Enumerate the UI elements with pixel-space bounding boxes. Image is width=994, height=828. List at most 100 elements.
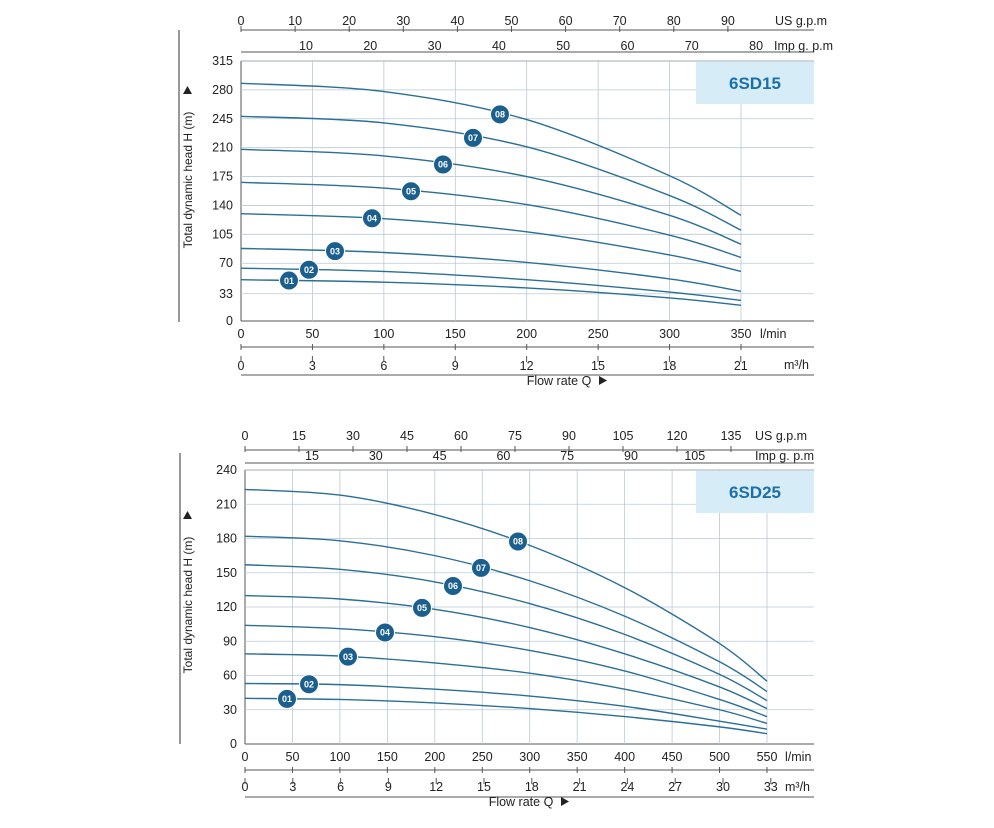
chart2-badge-label-01: 01 [282, 694, 292, 704]
chart2-lmin-tick-450: 450 [662, 750, 683, 764]
chart1-m3h-tick-9: 9 [452, 359, 459, 373]
chart1-y-tick-140: 140 [212, 198, 233, 212]
chart2-y-tick-150: 150 [216, 566, 237, 580]
chart2-y-tick-210: 210 [216, 497, 237, 511]
chart1-curve-08 [240, 82, 742, 216]
chart2-lmin-tick-350: 350 [567, 750, 588, 764]
chart2-curve-01 [244, 697, 768, 735]
chart2-badge-label-08: 08 [513, 537, 523, 547]
chart1-xlabel-arrow-icon [599, 376, 607, 385]
chart1-us-tick-80: 80 [667, 14, 681, 28]
chart2-imp-tick-30: 30 [369, 449, 383, 463]
chart2-badge-08 [508, 531, 528, 552]
chart2-badge-01 [277, 688, 297, 709]
chart2-imp-tick-15: 15 [305, 449, 319, 463]
chart1-badge-07 [463, 127, 483, 148]
chart2-y-tick-0: 0 [230, 737, 237, 751]
chart2-us-tick-15: 15 [292, 429, 306, 443]
chart2-badge-label-07: 07 [476, 563, 486, 573]
chart2-imp-tick-75: 75 [560, 449, 574, 463]
chart1-lmin-unit: l/min [760, 327, 786, 341]
chart2-lmin-tick-200: 200 [424, 750, 445, 764]
chart2-us-tick-30: 30 [346, 429, 360, 443]
chart1-imp-tick-80: 80 [749, 39, 763, 53]
chart1-m3h-tick-18: 18 [662, 359, 676, 373]
chart2-us-tick-135: 135 [721, 429, 742, 443]
chart1-badge-04 [362, 208, 382, 229]
chart1-us-tick-70: 70 [613, 14, 627, 28]
chart2-xlabel-arrow-icon [561, 797, 569, 806]
chart1-curve-06 [240, 148, 742, 245]
chart1-us-tick-30: 30 [396, 14, 410, 28]
chart2-badge-06 [443, 576, 463, 597]
chart2-us-tick-75: 75 [508, 429, 522, 443]
chart2-us-tick-120: 120 [667, 429, 688, 443]
chart1-badge-label-05: 05 [406, 186, 416, 196]
chart2-us-tick-60: 60 [454, 429, 468, 443]
chart1-us-tick-50: 50 [505, 14, 519, 28]
chart1-lmin-tick-150: 150 [445, 327, 466, 341]
chart2-curve-02 [244, 682, 768, 730]
chart2-lmin-tick-0: 0 [242, 750, 249, 764]
chart1-imp-tick-30: 30 [428, 39, 442, 53]
chart1-m3h-tick-15: 15 [591, 359, 605, 373]
chart2-badge-label-05: 05 [417, 603, 427, 613]
chart2-ylabel: Total dynamic head H (m) [181, 537, 195, 674]
chart2-model-box [696, 471, 814, 513]
chart2-curve-03 [244, 653, 768, 725]
chart1-y-tick-280: 280 [212, 83, 233, 97]
chart2-lmin-tick-50: 50 [286, 750, 300, 764]
chart1-us-unit: US g.p.m [775, 14, 827, 28]
chart2-m3h-tick-21: 21 [573, 780, 587, 794]
chart2-m3h-tick-33: 33 [764, 780, 778, 794]
chart2-ylabel-arrow-icon [183, 511, 192, 519]
chart2-lmin-tick-500: 500 [709, 750, 730, 764]
chart1-y-tick-105: 105 [212, 227, 233, 241]
chart1-badge-label-07: 07 [468, 133, 478, 143]
chart1-m3h-tick-12: 12 [520, 359, 534, 373]
chart1-imp-tick-10: 10 [299, 39, 313, 53]
chart1-m3h-tick-3: 3 [309, 359, 316, 373]
chart2-imp-tick-60: 60 [496, 449, 510, 463]
chart2-m3h-tick-0: 0 [242, 780, 249, 794]
chart1-y-tick-33: 33 [219, 287, 233, 301]
chart2-y-tick-180: 180 [216, 532, 237, 546]
chart2-badge-04 [375, 622, 395, 643]
chart2-m3h-tick-27: 27 [668, 780, 682, 794]
chart2-lmin-tick-150: 150 [377, 750, 398, 764]
chart1-curve-01 [240, 279, 742, 307]
chart1-y-tick-315: 315 [212, 54, 233, 68]
chart1-ylabel: Total dynamic head H (m) [181, 112, 195, 249]
chart1-us-tick-40: 40 [450, 14, 464, 28]
chart1-badge-label-04: 04 [367, 213, 377, 223]
chart1-us-tick-90: 90 [721, 14, 735, 28]
chart2-imp-tick-90: 90 [624, 449, 638, 463]
chart1-badge-label-06: 06 [438, 160, 448, 170]
chart1-badge-01 [279, 270, 299, 291]
chart1-curve-05 [240, 181, 742, 259]
chart1-badge-03 [325, 241, 345, 262]
chart1-imp-tick-60: 60 [621, 39, 635, 53]
chart1-lmin-tick-350: 350 [731, 327, 752, 341]
chart2-lmin-tick-100: 100 [329, 750, 350, 764]
chart1-us-tick-60: 60 [559, 14, 573, 28]
chart1-y-tick-210: 210 [212, 141, 233, 155]
chart2-m3h-tick-24: 24 [620, 780, 634, 794]
chart1-lmin-tick-50: 50 [305, 327, 319, 341]
chart1-model-box [696, 62, 814, 104]
chart1-curve-07 [240, 115, 742, 231]
chart2-y-tick-30: 30 [223, 703, 237, 717]
chart1-model-label: 6SD15 [729, 74, 781, 93]
chart2-badge-03 [338, 646, 358, 667]
chart1-lmin-tick-0: 0 [238, 327, 245, 341]
chart2-m3h-tick-18: 18 [525, 780, 539, 794]
chart1-y-tick-70: 70 [219, 256, 233, 270]
chart2-us-tick-45: 45 [400, 429, 414, 443]
chart2-curve-06 [244, 564, 768, 702]
chart2-y-tick-240: 240 [216, 463, 237, 477]
chart2-badge-label-02: 02 [304, 679, 314, 689]
chart1-badge-05 [401, 181, 421, 202]
chart2-m3h-tick-30: 30 [716, 780, 730, 794]
chart2-us-tick-90: 90 [562, 429, 576, 443]
chart1-us-tick-10: 10 [288, 14, 302, 28]
